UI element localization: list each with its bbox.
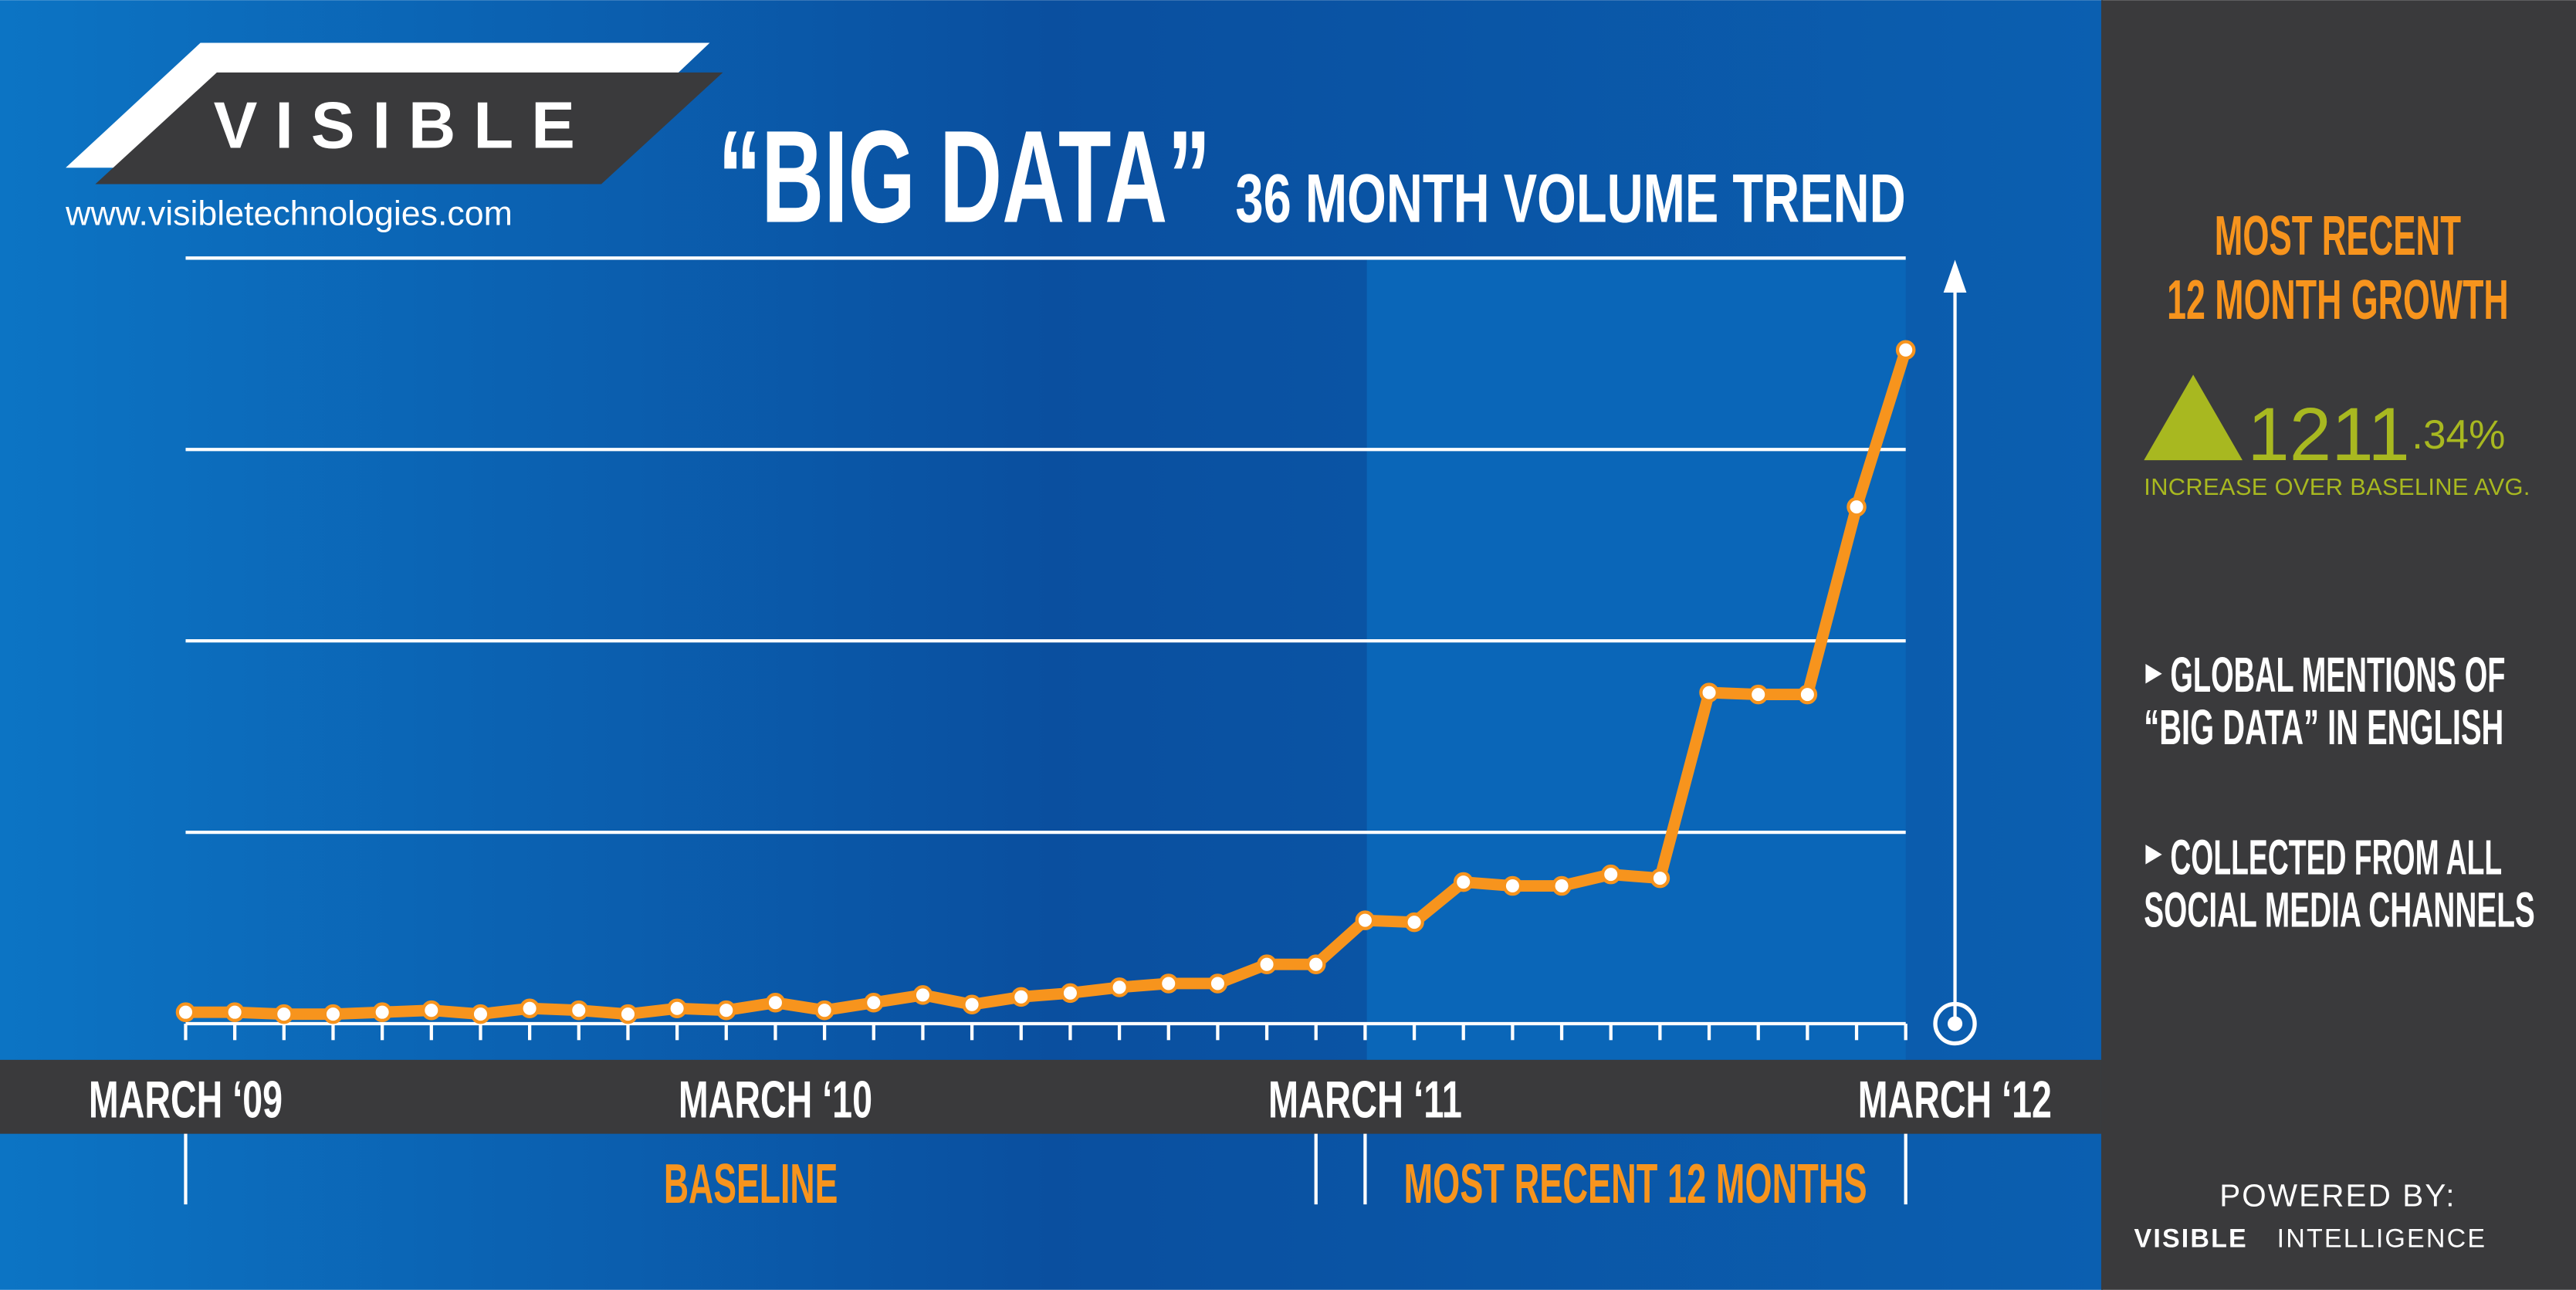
sidebar-heading: 12 MONTH GROWTH (2167, 269, 2509, 331)
point (765, 993, 786, 1013)
bullet-text: SOCIAL MEDIA CHANNELS (2144, 882, 2535, 937)
point (323, 1004, 344, 1024)
point (814, 1000, 834, 1021)
point (1158, 973, 1179, 994)
brand: VISIBLE (2134, 1224, 2248, 1253)
growth-note: INCREASE OVER BASELINE AVG. (2144, 473, 2530, 500)
point (1010, 987, 1031, 1007)
point (618, 1004, 638, 1024)
point (1453, 872, 1474, 892)
point (1552, 875, 1572, 896)
powered-by: POWERED BY: (2219, 1177, 2456, 1213)
chart-title: “BIG DATA” (718, 103, 1210, 250)
point (1355, 910, 1376, 930)
bullet (2145, 663, 2162, 684)
point (1600, 864, 1621, 885)
x-tick-label: MARCH ‘11 (1268, 1070, 1462, 1129)
bullet-text: COLLECTED FROM ALL (2170, 829, 2502, 885)
point (421, 1000, 442, 1021)
growth-integer: 1211 (2247, 391, 2409, 476)
point (962, 994, 982, 1015)
sidebar-heading: MOST RECENT (2215, 205, 2461, 267)
bullet-text: GLOBAL MENTIONS OF (2170, 647, 2505, 703)
point (1404, 912, 1424, 933)
brand-suffix: INTELLIGENCE (2277, 1224, 2487, 1253)
bullet-text: “BIG DATA” IN ENGLISH (2144, 699, 2503, 755)
arrow-base-dot (1947, 1016, 1963, 1031)
point (1847, 496, 1867, 517)
point (1895, 340, 1916, 361)
point (864, 993, 884, 1013)
arrow-base (1933, 1001, 1977, 1046)
bullet (2145, 845, 2162, 865)
point (1109, 977, 1129, 997)
arrow-head (1943, 259, 1967, 293)
chart-subtitle: 36 MONTH VOLUME TREND (1235, 159, 1905, 236)
point (716, 1000, 736, 1021)
point (1650, 868, 1671, 889)
growth-decimal: .34% (2412, 412, 2505, 458)
point (1748, 684, 1769, 705)
region-label: BASELINE (664, 1153, 838, 1215)
point (225, 1002, 245, 1022)
point (1502, 875, 1523, 896)
point (274, 1004, 294, 1024)
axis-band (0, 1059, 2101, 1134)
point (470, 1004, 491, 1024)
point (912, 985, 933, 1005)
url: www.visibletechnologies.com (65, 195, 513, 233)
point (175, 1002, 196, 1022)
point (372, 1002, 392, 1022)
x-tick-label: MARCH ‘12 (1858, 1070, 2052, 1129)
point (1207, 973, 1228, 994)
growth-triangle (2144, 374, 2243, 461)
point (1305, 954, 1326, 974)
region-label: MOST RECENT 12 MONTHS (1403, 1153, 1867, 1215)
recent-highlight (1366, 258, 1906, 1060)
point (520, 998, 540, 1018)
x-tick-label: MARCH ‘10 (679, 1070, 872, 1129)
point (1699, 682, 1719, 703)
sidebar-bg (2100, 0, 2576, 1290)
point (1060, 983, 1081, 1004)
point (1797, 684, 1818, 705)
point (1257, 954, 1277, 974)
point (667, 998, 687, 1018)
x-tick-label: MARCH ‘09 (89, 1070, 283, 1129)
logo-shape (95, 72, 723, 185)
point (569, 1000, 589, 1021)
